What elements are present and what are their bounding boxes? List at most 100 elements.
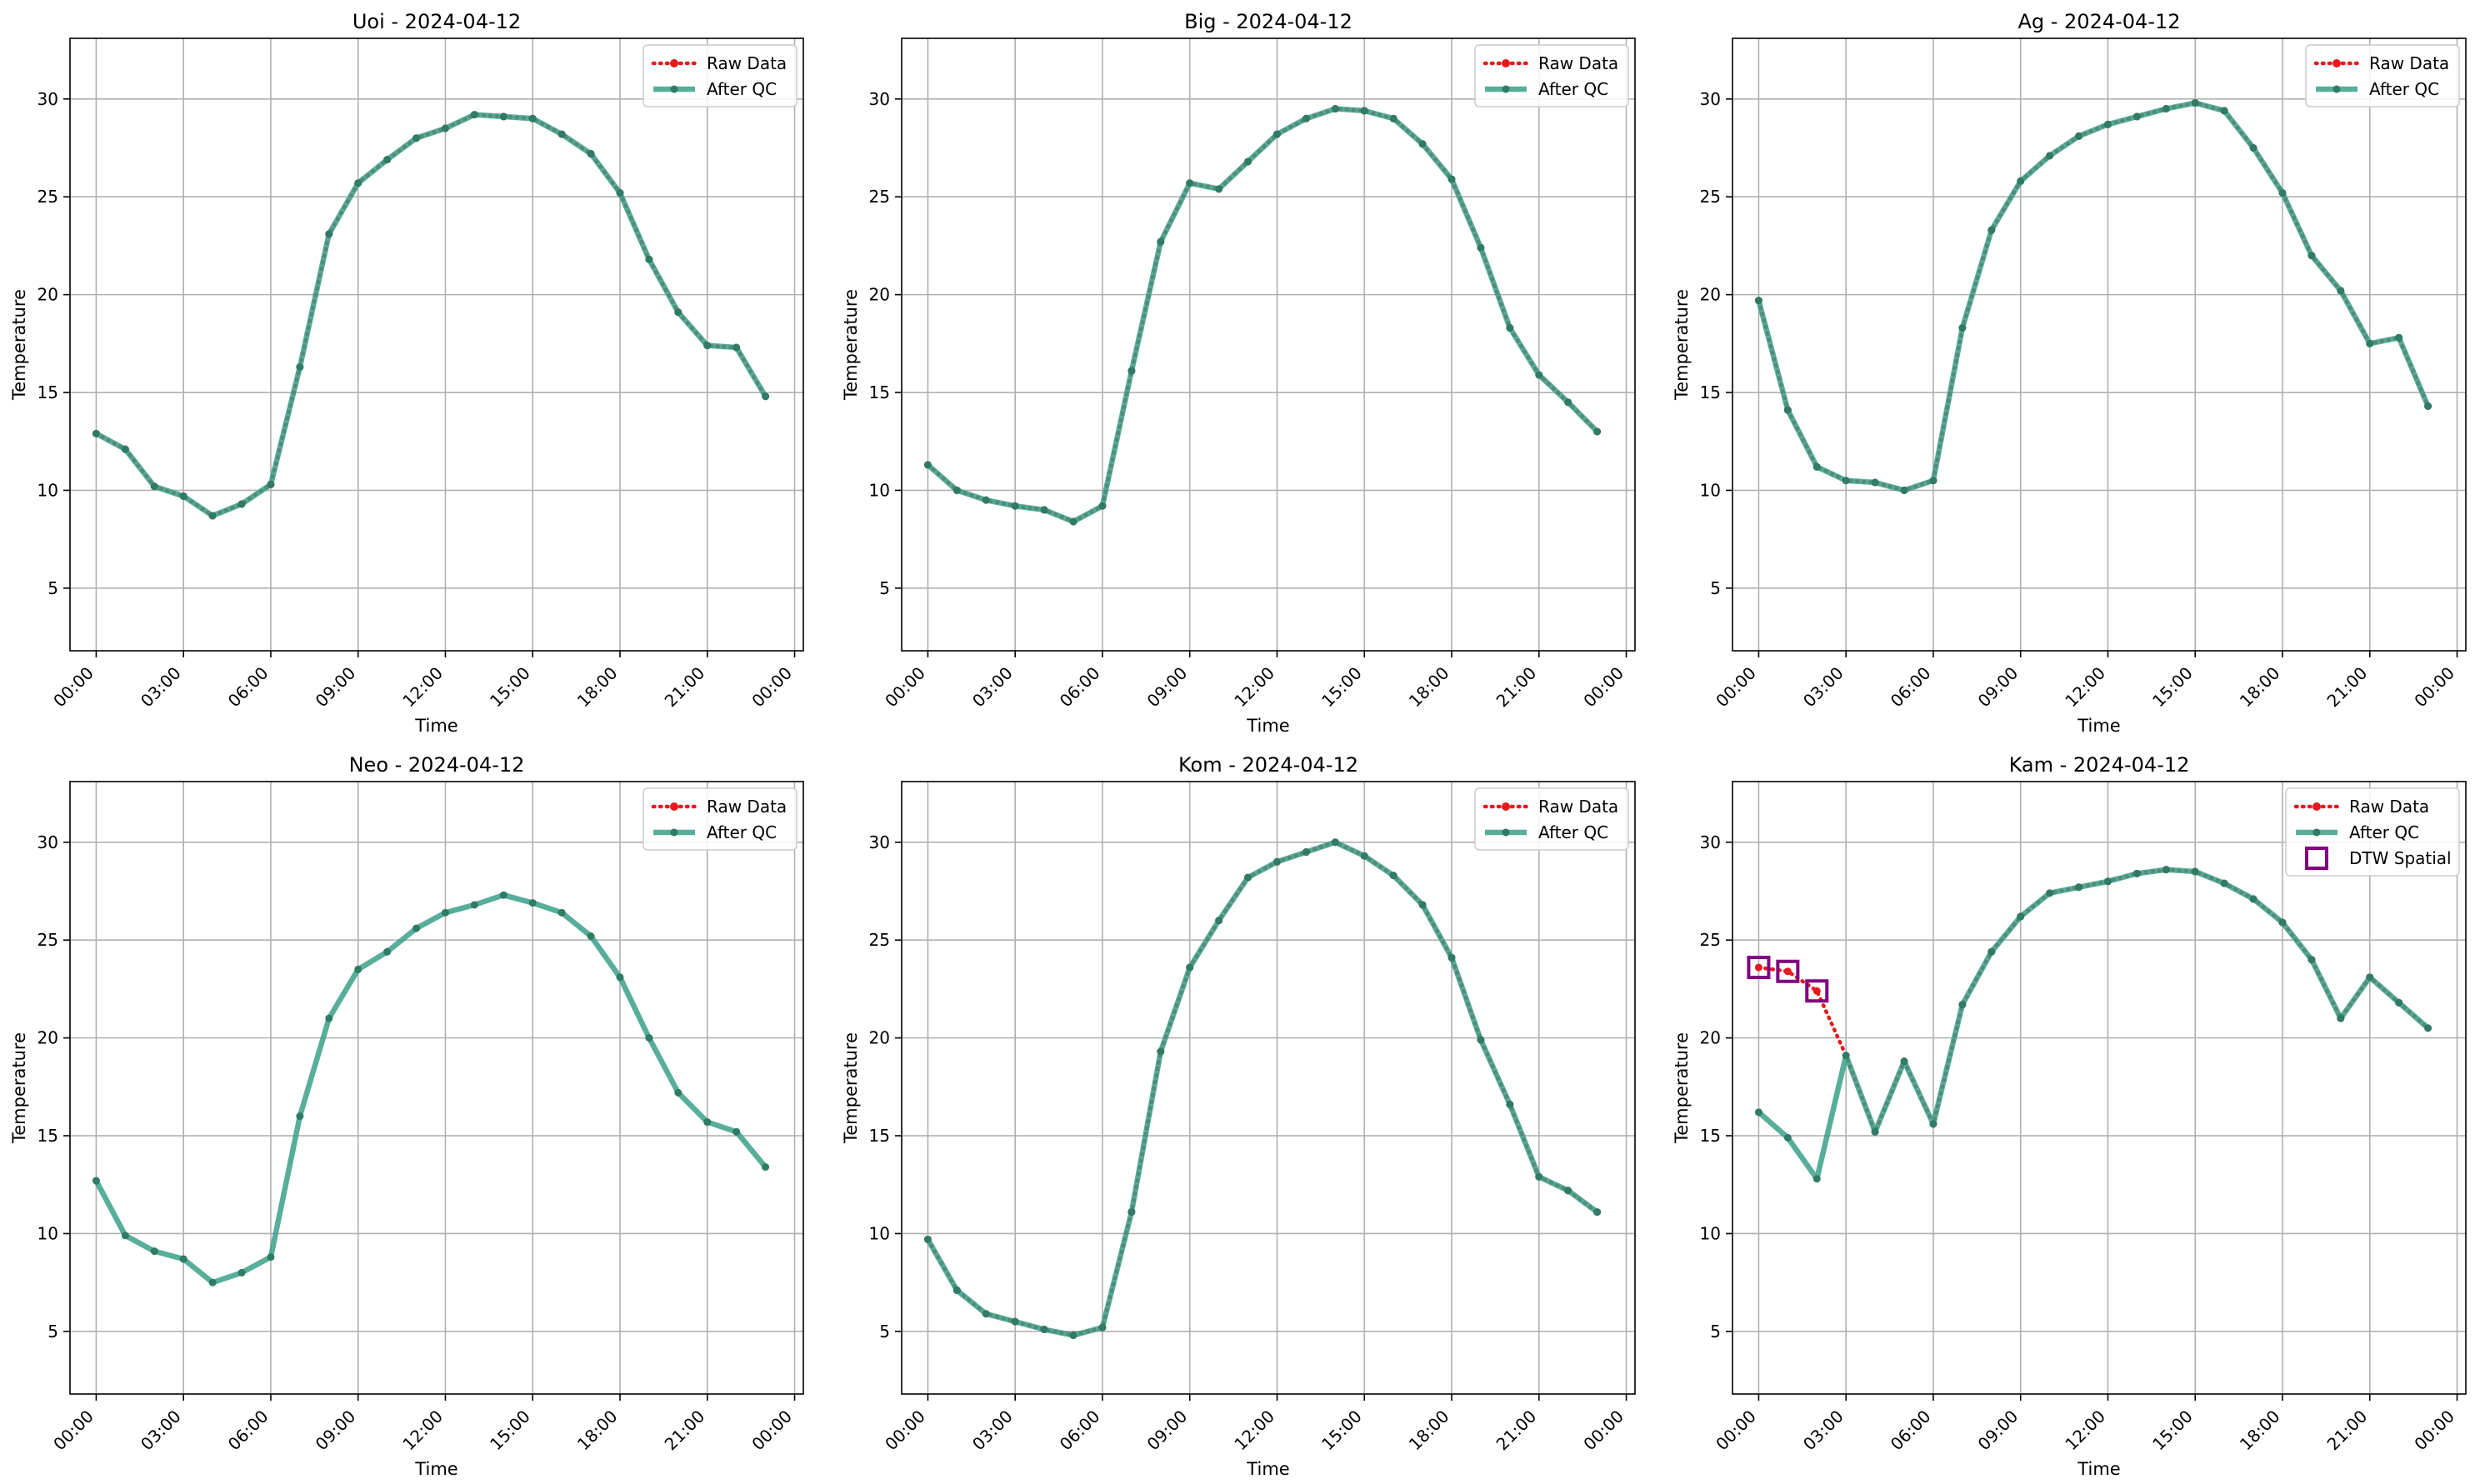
after-qc-point: [383, 947, 392, 956]
after-qc-point: [1988, 226, 1996, 234]
after-qc-point: [2046, 152, 2054, 160]
after-qc-point: [267, 480, 275, 488]
x-axis-label: Time: [1246, 716, 1289, 736]
x-tick-label: 00:00: [49, 663, 98, 712]
x-tick-label: 06:00: [1887, 1407, 1935, 1455]
y-tick-label: 15: [38, 1126, 58, 1146]
after-qc-point: [1929, 477, 1938, 485]
chart-panel: 00:00 03:00 06:00 09:00 12:00 15:00 18:00 21:00…: [9, 753, 804, 1479]
after-qc-point: [1157, 1047, 1165, 1056]
legend-entry-label: After QC: [707, 822, 777, 842]
after-qc-point: [354, 179, 362, 187]
plot-frame: [1732, 781, 2467, 1395]
after-qc-point: [982, 496, 990, 504]
after-qc-point: [296, 1112, 304, 1121]
after-qc-point: [1506, 324, 1514, 332]
after-qc-point: [2132, 112, 2141, 121]
after-qc-point: [1011, 1317, 1019, 1326]
x-tick-label: 09:00: [1143, 663, 1192, 712]
legend-entry-label: Raw Data: [1538, 53, 1618, 73]
x-tick-label: 15:00: [1318, 663, 1366, 712]
after-qc-point: [2337, 1014, 2345, 1022]
after-qc-point: [1593, 427, 1602, 436]
after-qc-point: [1128, 1208, 1136, 1217]
after-qc-point: [1360, 107, 1368, 115]
after-qc-point: [952, 486, 961, 494]
y-tick-label: 15: [1700, 1126, 1721, 1146]
after-qc-point: [1418, 901, 1427, 909]
after-qc-point: [121, 445, 129, 453]
x-tick-label: 06:00: [1056, 1407, 1104, 1455]
after-qc-point: [2337, 287, 2345, 295]
y-tick-label: 30: [869, 89, 890, 109]
x-tick-label: 15:00: [2148, 663, 2197, 712]
after-qc-point: [1186, 179, 1194, 187]
after-qc-point: [1186, 963, 1194, 972]
plot-frame: [1732, 37, 2467, 652]
x-tick-label: 09:00: [1974, 1407, 2022, 1455]
x-tick-label: 21:00: [2323, 663, 2372, 712]
raw-data-line: [926, 840, 1599, 1337]
legend-raw-marker: [670, 802, 678, 811]
y-axis-label: Temperature: [9, 289, 29, 401]
after-qc-point: [325, 1014, 333, 1022]
after-qc-point: [470, 111, 478, 119]
after-qc-point: [1506, 1100, 1514, 1108]
x-tick-label: 00:00: [49, 1407, 98, 1455]
y-tick-label: 25: [38, 187, 58, 207]
after-qc-point: [179, 1255, 188, 1263]
after-qc-point: [982, 1310, 990, 1318]
y-axis-label: Temperature: [841, 289, 861, 401]
x-tick-label: 03:00: [137, 1407, 185, 1455]
x-tick-label: 09:00: [1143, 1407, 1192, 1455]
after-qc-point: [2075, 883, 2083, 892]
legend-qc-marker: [670, 85, 678, 93]
y-tick-label: 10: [869, 1223, 890, 1243]
after-qc-point: [2191, 98, 2199, 107]
after-qc-point: [1098, 1323, 1107, 1332]
y-tick-label: 20: [1700, 285, 1721, 305]
plot-frame: [69, 37, 804, 652]
x-tick-label: 12:00: [2061, 1407, 2109, 1455]
x-tick-label: 18:00: [1405, 1407, 1453, 1455]
legend-dtw-swatch: [2305, 847, 2328, 870]
after-qc-point: [2395, 333, 2403, 342]
after-qc-point: [1535, 371, 1543, 379]
dtw-spatial-marker: [1805, 979, 1829, 1003]
after-qc-point: [296, 363, 304, 372]
legend-entry-label: After QC: [1538, 79, 1608, 99]
after-qc-point: [645, 1034, 653, 1042]
y-axis-label: Temperature: [841, 1032, 861, 1144]
after-qc-point: [616, 973, 624, 982]
after-qc-point: [1418, 140, 1427, 148]
after-qc-point: [1244, 157, 1252, 166]
after-qc-point: [1871, 1127, 1879, 1136]
after-qc-point: [1812, 1175, 1821, 1183]
after-qc-point: [441, 908, 449, 917]
plot-frame: [901, 37, 1636, 652]
after-qc-point: [1812, 462, 1821, 471]
after-qc-point: [1157, 237, 1165, 246]
after-qc-point: [2308, 956, 2316, 964]
after-qc-point: [1448, 175, 1456, 183]
after-qc-point: [645, 255, 653, 263]
after-qc-point: [674, 1088, 682, 1097]
after-qc-point: [952, 1287, 961, 1295]
after-qc-point: [1389, 872, 1398, 880]
x-axis-label: Time: [2077, 1459, 2120, 1479]
after-qc-point: [2220, 107, 2228, 115]
after-qc-line: [94, 112, 768, 519]
x-tick-label: 06:00: [1887, 663, 1935, 712]
x-tick-label: 03:00: [137, 663, 185, 712]
legend-raw-marker: [670, 59, 678, 67]
after-qc-point: [2220, 879, 2228, 887]
after-qc-point: [1593, 1208, 1602, 1217]
after-qc-point: [238, 500, 246, 508]
legend-raw-marker: [1502, 802, 1510, 811]
y-tick-label: 5: [879, 578, 890, 598]
after-qc-point: [732, 343, 741, 352]
after-qc-point: [2162, 866, 2170, 874]
y-tick-label: 5: [48, 1322, 58, 1342]
after-qc-point: [1754, 1108, 1762, 1117]
